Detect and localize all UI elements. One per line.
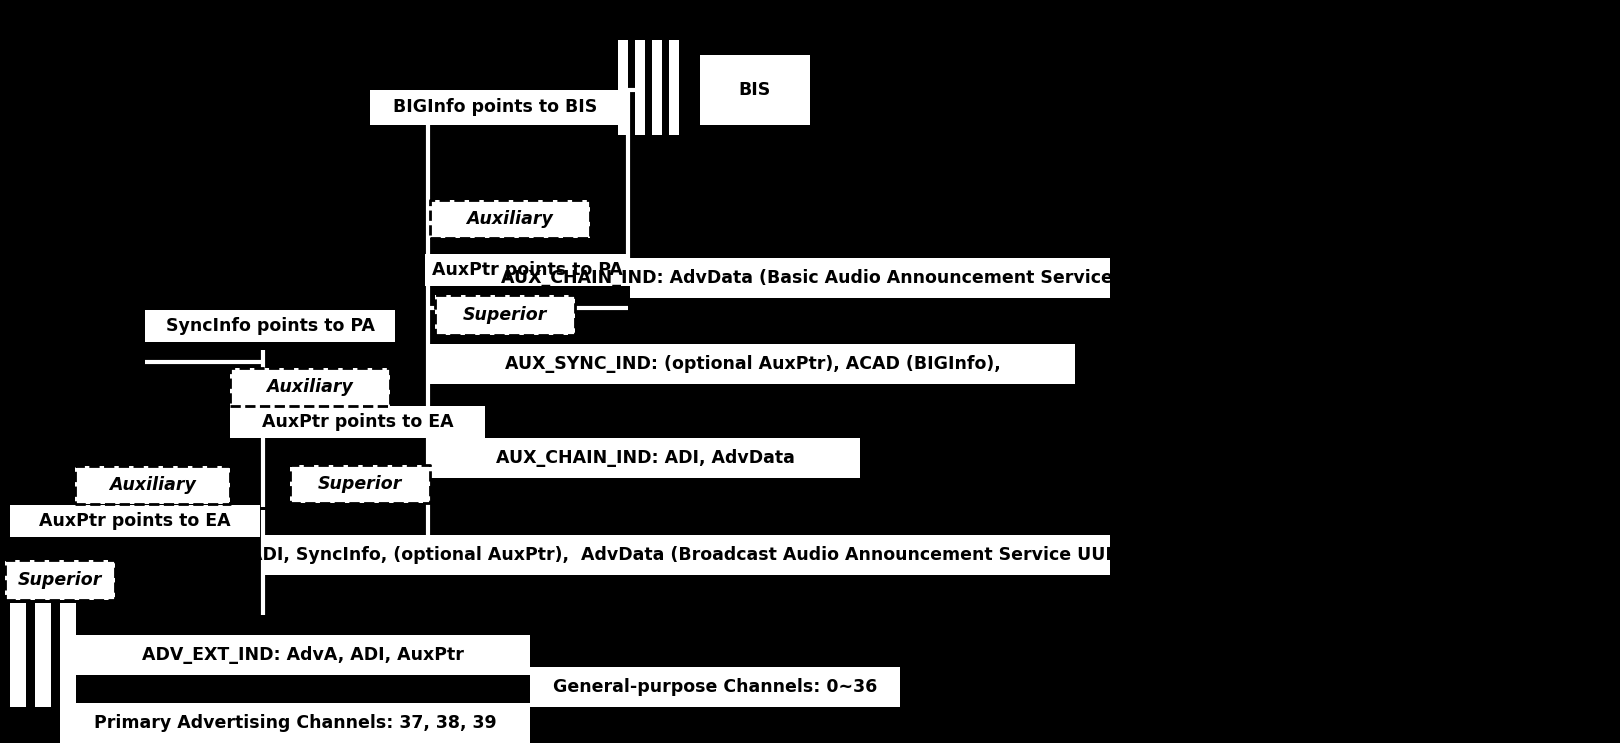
- Text: BIS: BIS: [739, 81, 771, 99]
- Text: AuxPtr points to EA: AuxPtr points to EA: [262, 413, 454, 431]
- Bar: [429, 438, 860, 478]
- Text: Superior: Superior: [318, 475, 402, 493]
- Bar: [635, 40, 645, 135]
- Bar: [60, 703, 530, 743]
- Text: AUX_CHAIN_IND: AdvData (Basic Audio Announcement Service UUID, BASE): AUX_CHAIN_IND: AdvData (Basic Audio Anno…: [501, 269, 1239, 287]
- Bar: [424, 254, 630, 286]
- Bar: [669, 40, 679, 135]
- Text: General-purpose Channels: 0~36: General-purpose Channels: 0~36: [552, 678, 876, 696]
- Text: Auxiliary: Auxiliary: [467, 210, 554, 228]
- Bar: [651, 40, 663, 135]
- Bar: [75, 466, 230, 504]
- Text: AuxPtr points to EA: AuxPtr points to EA: [39, 512, 230, 530]
- Text: Primary Advertising Channels: 37, 38, 39: Primary Advertising Channels: 37, 38, 39: [94, 714, 496, 732]
- Bar: [10, 505, 259, 537]
- Text: SyncInfo points to PA: SyncInfo points to PA: [165, 317, 374, 335]
- Text: Auxiliary: Auxiliary: [109, 476, 196, 494]
- Bar: [60, 603, 76, 707]
- Text: AUX_ADV_IND: ADI, SyncInfo, (optional AuxPtr),  AdvData (Broadcast Audio Announc: AUX_ADV_IND: ADI, SyncInfo, (optional Au…: [100, 546, 1275, 564]
- Text: ADV_EXT_IND: AdvA, ADI, AuxPtr: ADV_EXT_IND: AdvA, ADI, AuxPtr: [141, 646, 463, 664]
- Text: AUX_CHAIN_IND: ADI, AdvData: AUX_CHAIN_IND: ADI, AdvData: [496, 449, 794, 467]
- Bar: [75, 635, 530, 675]
- Text: Superior: Superior: [18, 571, 102, 589]
- Bar: [266, 535, 1110, 575]
- Bar: [617, 40, 629, 135]
- Bar: [5, 560, 115, 600]
- Bar: [530, 667, 901, 707]
- Text: Superior: Superior: [463, 306, 548, 324]
- Bar: [290, 465, 429, 503]
- Bar: [146, 310, 395, 342]
- Bar: [36, 603, 50, 707]
- Bar: [230, 368, 390, 406]
- Bar: [630, 258, 1110, 298]
- Bar: [10, 603, 26, 707]
- Text: AUX_SYNC_IND: (optional AuxPtr), ACAD (BIGInfo),: AUX_SYNC_IND: (optional AuxPtr), ACAD (B…: [504, 355, 1001, 373]
- Text: BIGInfo points to BIS: BIGInfo points to BIS: [394, 99, 598, 117]
- Bar: [230, 406, 484, 438]
- Bar: [369, 90, 620, 125]
- Bar: [429, 344, 1076, 384]
- Bar: [429, 200, 590, 238]
- Text: AuxPtr points to PA: AuxPtr points to PA: [433, 261, 624, 279]
- Bar: [436, 295, 575, 335]
- Bar: [700, 55, 810, 125]
- Text: Auxiliary: Auxiliary: [267, 378, 353, 396]
